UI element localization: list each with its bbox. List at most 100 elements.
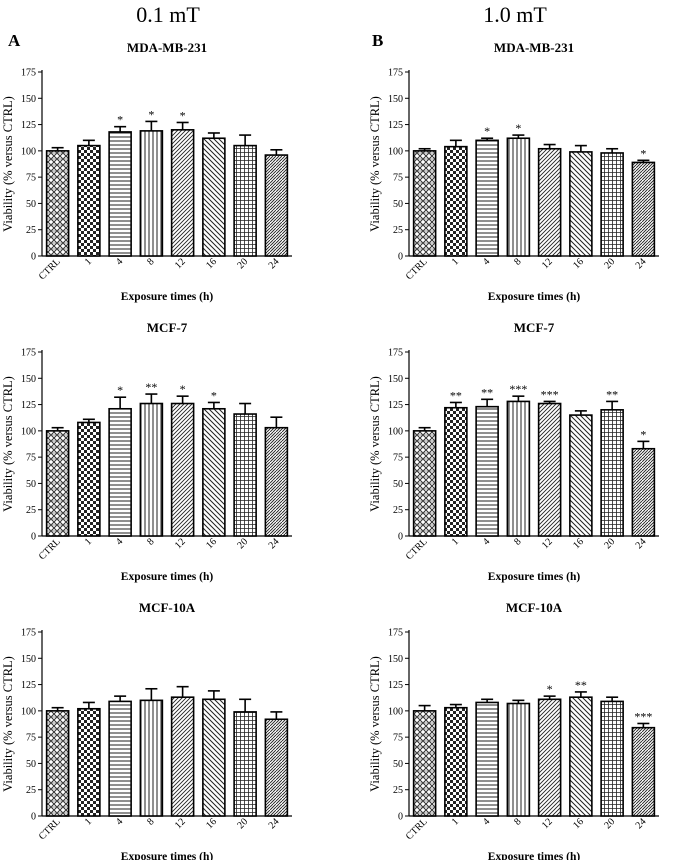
y-tick-label: 175 <box>21 348 36 359</box>
x-axis-label: Exposure times (h) <box>488 851 581 860</box>
x-tick-label: 8 <box>145 816 156 827</box>
chart-6: MCF-10A Viability (% versus CTRL) 0 25 50 75 1… <box>368 600 659 860</box>
bar-12 <box>170 402 195 537</box>
bar-8 <box>506 400 531 537</box>
x-tick-label: CTRL <box>37 536 63 562</box>
x-tick-label: CTRL <box>404 816 430 842</box>
chart-title: MCF-10A <box>506 600 563 615</box>
y-tick-label: 150 <box>388 374 403 385</box>
x-tick-label: 20 <box>602 536 617 551</box>
bar-CTRL <box>412 150 437 257</box>
bar-20 <box>233 413 257 537</box>
bar-1 <box>444 706 468 817</box>
y-tick-label: 50 <box>393 479 403 490</box>
x-tick-label: 12 <box>173 536 188 551</box>
y-tick-label: 100 <box>21 426 36 437</box>
bar-8 <box>506 702 531 817</box>
x-tick-label: 8 <box>145 536 156 547</box>
y-axis-label: Viability (% versus CTRL) <box>1 96 15 232</box>
x-axis-label: Exposure times (h) <box>121 571 214 583</box>
y-tick-label: 0 <box>398 252 403 263</box>
y-tick-label: 25 <box>393 505 403 516</box>
bar-20 <box>600 152 624 257</box>
panel-letter-b: B <box>372 31 383 50</box>
bar-20 <box>233 144 257 257</box>
y-tick-label: 175 <box>388 348 403 359</box>
x-tick-label: 4 <box>481 256 492 267</box>
x-tick-label: 16 <box>204 256 219 271</box>
y-tick-label: 100 <box>21 706 36 717</box>
x-tick-label: 12 <box>173 816 188 831</box>
y-tick-label: 175 <box>388 68 403 79</box>
x-tick-label: 4 <box>114 256 125 267</box>
y-tick-label: 125 <box>21 400 36 411</box>
bar-4 <box>108 700 132 817</box>
y-tick-label: 0 <box>398 532 403 543</box>
header-right: 1.0 mT <box>483 2 547 27</box>
x-tick-label: 24 <box>634 816 649 831</box>
significance-marker: ** <box>481 385 493 399</box>
x-tick-label: 1 <box>450 536 461 547</box>
y-tick-label: 0 <box>31 252 36 263</box>
y-tick-label: 75 <box>393 173 403 184</box>
y-tick-label: 125 <box>388 680 403 691</box>
chart-title: MCF-7 <box>514 320 555 335</box>
x-tick-label: 24 <box>267 816 282 831</box>
bar-4 <box>108 407 132 537</box>
bar-24 <box>264 154 289 257</box>
bar-CTRL <box>412 710 437 817</box>
chart-5: MCF-10A Viability (% versus CTRL) 0 25 50 75 1… <box>1 600 292 860</box>
y-tick-label: 25 <box>393 225 403 236</box>
y-tick-label: 75 <box>26 733 36 744</box>
bar-1 <box>444 145 468 257</box>
y-tick-label: 75 <box>393 733 403 744</box>
bar-16 <box>202 407 226 537</box>
y-tick-label: 125 <box>388 120 403 131</box>
x-tick-label: 16 <box>204 536 219 551</box>
y-tick-label: 100 <box>388 426 403 437</box>
x-tick-label: 20 <box>235 256 250 271</box>
bar-1 <box>77 421 101 537</box>
chart-4: MCF-7 Viability (% versus CTRL) 0 25 50 75 100… <box>368 320 659 583</box>
bar-24 <box>631 726 656 817</box>
bar-24 <box>264 718 289 817</box>
x-tick-label: 20 <box>235 816 250 831</box>
bar-CTRL <box>412 430 437 537</box>
bar-16 <box>202 698 226 817</box>
y-tick-label: 50 <box>393 759 403 770</box>
y-tick-label: 0 <box>31 532 36 543</box>
y-tick-label: 100 <box>21 146 36 157</box>
chart-title: MCF-7 <box>147 320 188 335</box>
x-tick-label: 8 <box>512 256 523 267</box>
bar-20 <box>600 700 624 817</box>
x-tick-label: 16 <box>204 816 219 831</box>
significance-marker: * <box>180 382 186 396</box>
significance-marker: * <box>117 383 123 397</box>
x-tick-label: 16 <box>571 536 586 551</box>
significance-marker: * <box>117 113 123 127</box>
y-tick-label: 100 <box>388 706 403 717</box>
y-tick-label: 150 <box>388 654 403 665</box>
header-left: 0.1 mT <box>136 2 200 27</box>
bar-12 <box>537 402 562 537</box>
x-tick-label: 1 <box>83 816 94 827</box>
y-tick-label: 150 <box>21 94 36 105</box>
bar-24 <box>631 161 656 257</box>
significance-marker: ** <box>606 387 618 401</box>
bar-20 <box>600 409 624 537</box>
bar-CTRL <box>45 710 70 817</box>
significance-marker: *** <box>634 709 652 723</box>
significance-marker: ** <box>575 678 587 692</box>
y-tick-label: 50 <box>26 199 36 210</box>
chart-title: MDA-MB-231 <box>127 40 207 55</box>
x-tick-label: CTRL <box>404 536 430 562</box>
significance-marker: *** <box>509 382 527 396</box>
bar-24 <box>631 447 656 537</box>
y-axis-label: Viability (% versus CTRL) <box>368 96 382 232</box>
y-axis-label: Viability (% versus CTRL) <box>1 376 15 512</box>
x-tick-label: 24 <box>634 536 649 551</box>
bar-20 <box>233 711 257 817</box>
significance-marker: * <box>640 427 646 441</box>
x-tick-label: CTRL <box>37 816 63 842</box>
x-tick-label: CTRL <box>37 256 63 282</box>
